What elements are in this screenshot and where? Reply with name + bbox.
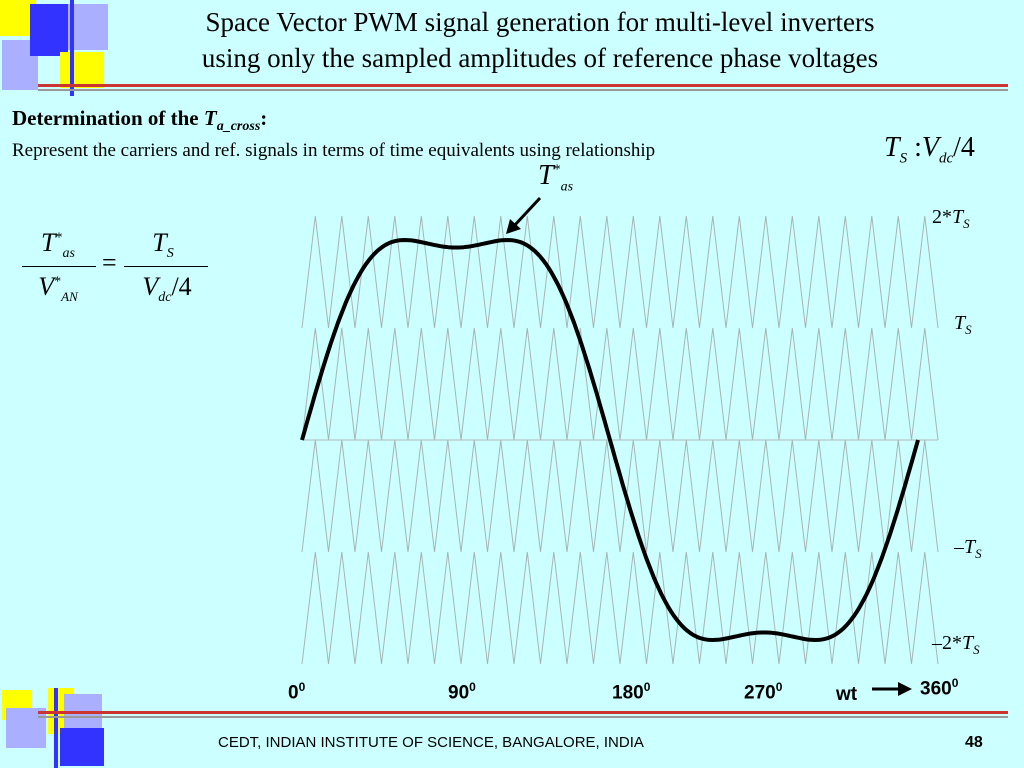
heading-prefix: Determination of the	[12, 106, 204, 130]
heading-suffix: :	[260, 106, 268, 130]
carrier-band-4	[301, 551, 939, 665]
relationship-formula: TS :Vdc/4	[884, 132, 975, 168]
xtick-360: 3600	[920, 676, 959, 700]
eq-den-right-tail: /4	[171, 272, 192, 301]
eq-equals: =	[102, 248, 117, 277]
title-rule-red	[38, 84, 1008, 87]
annotation-var: T	[538, 160, 554, 191]
rel-lhs-sub: S	[899, 150, 908, 167]
eq-den-right-sub: dc	[158, 290, 172, 306]
carrier-band-2	[301, 327, 939, 441]
x-axis-label: wt	[836, 684, 858, 705]
top-left-decoration	[0, 0, 108, 96]
xtick-90: 900	[448, 680, 476, 704]
eq-num-right-sub: S	[166, 246, 174, 262]
reference-annotation: T*as	[538, 160, 573, 196]
eq-num-left: T	[41, 228, 56, 257]
level-neg-ts-label: –TS	[954, 536, 982, 561]
rel-rhs: V	[921, 132, 939, 163]
ratio-equation: T*as V*AN = TS Vdc/4	[22, 228, 222, 308]
page-number: 48	[965, 734, 983, 751]
title-rule-gray	[38, 89, 1008, 91]
annotation-arrow	[506, 196, 542, 234]
eq-den-left-sup: *	[54, 274, 62, 290]
heading-sub: a_cross	[216, 119, 261, 135]
rel-lhs: T	[884, 132, 900, 163]
carrier-band-3	[301, 439, 939, 553]
rel-sep: :	[907, 132, 922, 163]
section-heading: Determination of the Ta_cross:	[12, 106, 267, 135]
title-line-1: Space Vector PWM signal generation for m…	[205, 7, 875, 37]
xtick-270: 2700	[744, 680, 783, 704]
eq-num-left-sup: *	[55, 230, 63, 246]
level-neg-2ts-label: –2*TS	[932, 632, 980, 657]
annotation-sub: as	[560, 179, 574, 195]
level-2ts-label: 2*TS	[932, 206, 970, 231]
carrier-band-1	[301, 215, 939, 329]
description-text: Represent the carriers and ref. signals …	[12, 140, 656, 161]
level-ts-label: TS	[954, 312, 972, 337]
footer-rule-red	[38, 711, 1008, 714]
xtick-0: 00	[288, 680, 306, 704]
eq-num-right: T	[152, 228, 167, 257]
eq-den-left-sub: AN	[61, 289, 78, 305]
footer-rule-gray	[38, 716, 1008, 718]
heading-var: T	[203, 106, 217, 130]
eq-den-right: V	[142, 272, 159, 301]
xtick-180: 1800	[612, 680, 651, 704]
slide-title: Space Vector PWM signal generation for m…	[90, 4, 990, 76]
annotation-sup: *	[553, 162, 561, 178]
rel-rhs-sub: dc	[938, 150, 954, 167]
eq-den-left: V	[38, 272, 55, 301]
footer-institution: CEDT, INDIAN INSTITUTE OF SCIENCE, BANGA…	[218, 734, 644, 751]
eq-num-left-sub: as	[62, 246, 75, 262]
reference-wave	[300, 238, 920, 642]
wt-arrow	[872, 682, 912, 696]
title-line-2: using only the sampled amplitudes of ref…	[201, 43, 879, 73]
rel-tail: /4	[953, 132, 975, 163]
